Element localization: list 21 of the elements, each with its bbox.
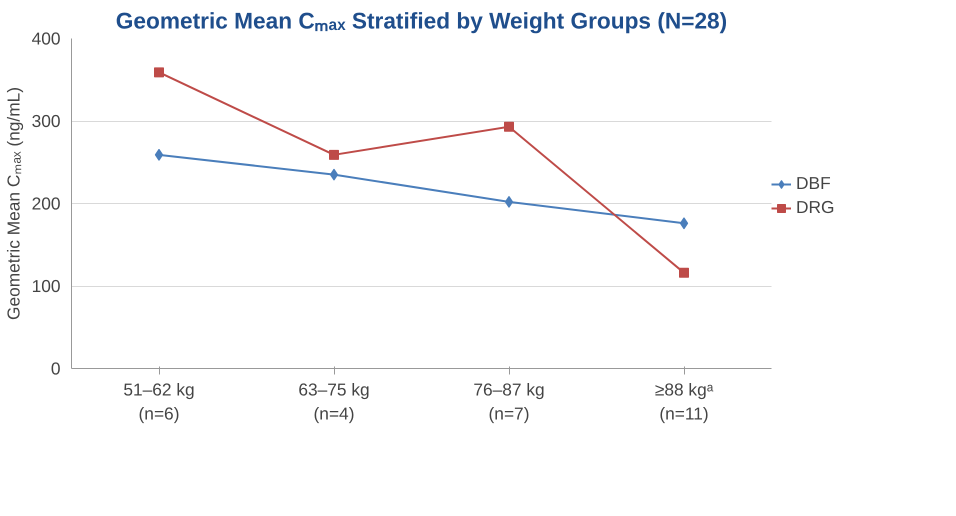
x-tick-label: 63–75 kg (n=4) xyxy=(298,380,370,424)
point xyxy=(679,268,689,278)
point xyxy=(330,168,338,181)
point xyxy=(504,122,514,132)
point xyxy=(504,196,514,208)
y-tick-label: 400 xyxy=(32,28,61,48)
legend-label: DBF xyxy=(796,173,831,194)
point xyxy=(154,67,164,78)
y-tick-label: 300 xyxy=(32,111,61,131)
y-axis-title: Geometric Mean Cₘₐₓ (ng/mL) xyxy=(4,86,24,320)
point xyxy=(154,148,164,161)
x-tick-label: 76–87 kg (n=7) xyxy=(473,380,545,424)
y-tick-label: 0 xyxy=(50,358,61,378)
legend-label: DRG xyxy=(796,197,835,218)
x-tick-label: 51–62 kg (n=6) xyxy=(123,380,195,424)
y-tick-label: 100 xyxy=(32,276,61,296)
x-tick-label: ≥88 kgᵃ (n=11) xyxy=(654,380,714,424)
point xyxy=(680,217,688,230)
point xyxy=(329,150,339,160)
y-tick-label: 200 xyxy=(32,194,61,214)
chart-title: Geometric Mean Cₘₐₓ Stratified by Weight Groups (N=28) xyxy=(116,8,728,34)
